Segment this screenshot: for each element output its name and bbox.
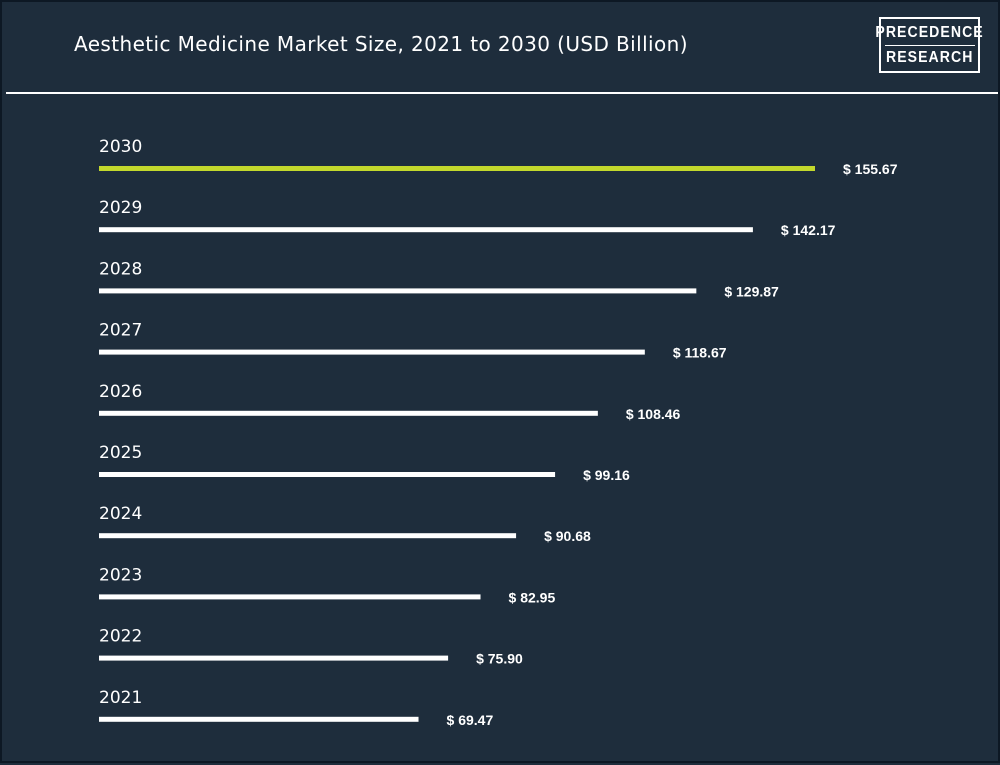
bar-2030 (99, 166, 815, 171)
value-label-2028: $ 129.87 (724, 283, 779, 299)
bar-2027 (99, 349, 645, 355)
value-label-2023: $ 82.95 (509, 589, 556, 605)
logo-separator (884, 44, 975, 46)
value-label-2026: $ 108.46 (626, 406, 681, 422)
logo-text-line1: PRECEDENCE (875, 23, 984, 41)
value-label-2025: $ 99.16 (583, 467, 630, 483)
value-label-2029: $ 142.17 (781, 222, 836, 238)
value-label-2030: $ 155.67 (843, 161, 898, 177)
bar-2024 (99, 533, 517, 539)
year-label-2024: 2024 (99, 504, 142, 524)
year-label-2028: 2028 (99, 259, 142, 279)
bar-2025 (99, 472, 556, 477)
value-label-2024: $ 90.68 (544, 528, 591, 544)
value-label-2022: $ 75.90 (476, 651, 523, 667)
header-divider (6, 92, 998, 94)
year-label-2021: 2021 (99, 688, 142, 708)
year-label-2022: 2022 (99, 627, 142, 647)
year-label-2026: 2026 (99, 382, 142, 402)
bar-2026 (99, 410, 598, 416)
bar-2023 (99, 594, 481, 600)
year-label-2030: 2030 (99, 137, 142, 157)
year-label-2027: 2027 (99, 321, 142, 341)
precedence-research-logo: PRECEDENCE RESEARCH (875, 17, 983, 73)
bar-2029 (99, 227, 753, 233)
logo-text-line2: RESEARCH (885, 48, 974, 66)
year-label-2025: 2025 (99, 443, 142, 463)
value-label-2027: $ 118.67 (673, 345, 727, 361)
year-label-2029: 2029 (99, 198, 142, 218)
value-label-2021: $ 69.47 (447, 712, 494, 728)
bar-2028 (99, 288, 697, 294)
bar-2021 (99, 716, 419, 722)
chart-title: Aesthetic Medicine Market Size, 2021 to … (74, 32, 688, 56)
bar-2022 (99, 655, 449, 661)
year-label-2023: 2023 (99, 565, 142, 585)
